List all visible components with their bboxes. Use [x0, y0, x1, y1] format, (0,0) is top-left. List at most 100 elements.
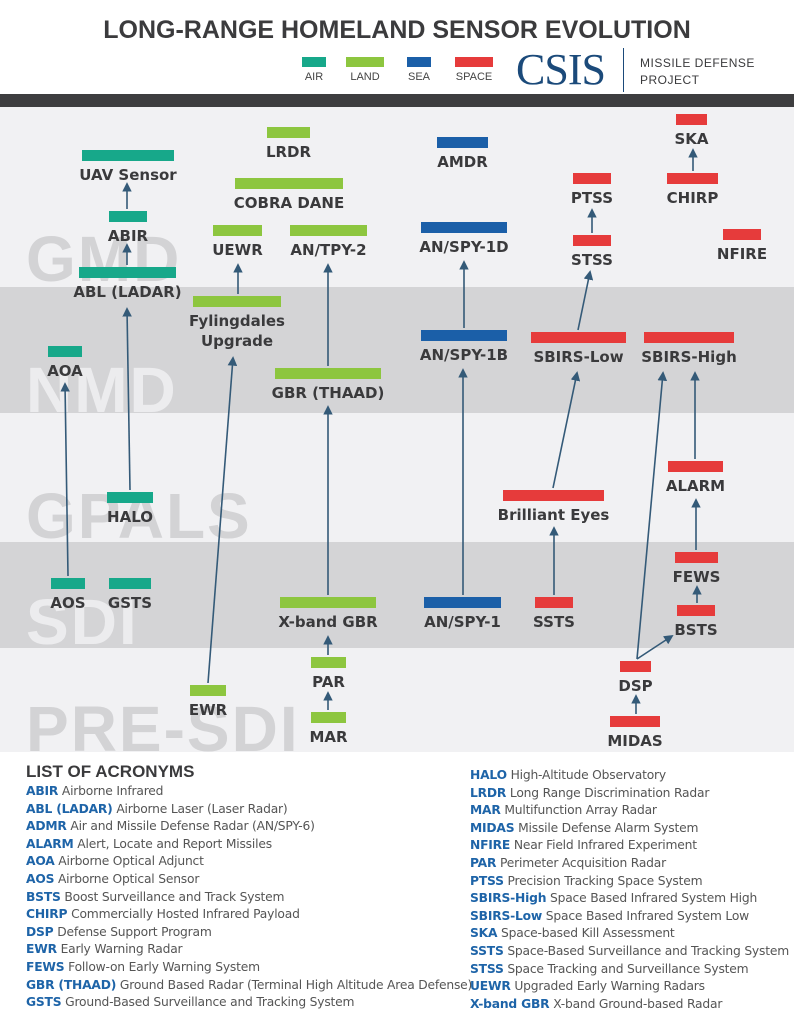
- space-sensor-bar: [535, 597, 573, 608]
- acronym-row-uewr: UEWR Upgraded Early Warning Radars: [470, 978, 789, 996]
- acronym-definition: Ground-Based Surveillance and Tracking S…: [65, 995, 355, 1010]
- sensor-label: AN/SPY-1: [424, 613, 501, 631]
- space-sensor-bar: [531, 332, 626, 343]
- air-sensor-bar: [48, 346, 82, 357]
- sensor-label: PTSS: [570, 189, 614, 207]
- land-sensor-bar: [311, 712, 346, 723]
- sensor-label: AN/TPY-2: [290, 241, 367, 259]
- sensor-label: EWR: [188, 701, 228, 719]
- acronym-row-par: PAR Perimeter Acquisition Radar: [470, 855, 789, 873]
- sensor-node-mar: MAR: [264, 712, 394, 747]
- sensor-label: FEWS: [672, 568, 721, 586]
- era-label: GMD: [26, 223, 182, 295]
- land-sensor-bar: [190, 685, 226, 696]
- acronym-definition: Airborne Optical Sensor: [57, 871, 200, 886]
- acronym-key: FEWS: [26, 959, 65, 974]
- land-sensor-bar: [311, 657, 346, 668]
- acronym-definition: Follow-on Early Warning System: [68, 959, 260, 974]
- acronym-row-halo: HALO High-Altitude Observatory: [470, 767, 789, 785]
- sensor-label: Brilliant Eyes: [497, 506, 610, 524]
- air-sensor-bar: [51, 578, 85, 589]
- air-sensor-bar: [79, 267, 176, 278]
- sensor-label: AOS: [50, 594, 86, 612]
- sensor-label: SBIRS-Low: [533, 348, 624, 366]
- sensor-label: AMDR: [437, 153, 488, 171]
- sensor-label: SKA: [674, 130, 709, 148]
- sensor-node-sbirs-low: SBIRS-Low: [514, 332, 644, 367]
- acronym-row-ewr: EWR Early Warning Radar: [26, 941, 472, 959]
- acronym-key: ABIR: [26, 784, 59, 798]
- csis-logo: CSIS: [516, 45, 606, 94]
- acronym-definition: Long Range Discrimination Radar: [509, 785, 710, 800]
- air-sensor-bar: [109, 211, 147, 222]
- acronym-key: BSTS: [26, 889, 61, 904]
- land-sensor-bar: [280, 597, 376, 608]
- acronym-definition: Space Based Infrared System High: [550, 891, 758, 906]
- sea-sensor-bar: [437, 137, 488, 148]
- acronym-row-x-band-gbr: X-band GBR X-band Ground-based Radar: [470, 996, 789, 1014]
- acronym-key: UEWR: [470, 979, 511, 994]
- era-label: SDI: [26, 586, 139, 658]
- legend-swatch: [302, 57, 326, 67]
- sensor-label: X-band GBR: [278, 613, 378, 631]
- sensor-node-ska: SKA: [627, 114, 757, 149]
- sensor-label: SBIRS-High: [641, 348, 737, 366]
- acronym-definition: Perimeter Acquisition Radar: [500, 855, 666, 870]
- space-sensor-bar: [610, 716, 660, 727]
- page-title: LONG-RANGE HOMELAND SENSOR EVOLUTION: [103, 16, 691, 44]
- sensor-label: GSTS: [107, 594, 153, 612]
- acronym-key: ABL (LADAR): [26, 801, 113, 816]
- sensor-node-x-band-gbr: X-band GBR: [263, 597, 393, 632]
- acronym-key: EWR: [26, 942, 57, 957]
- sensor-node-ssts: SSTS: [489, 597, 619, 632]
- acronym-key: AOS: [26, 871, 55, 886]
- sensor-node-cobra-dane: COBRA DANE: [224, 178, 354, 213]
- sensor-node-ptss: PTSS: [527, 173, 657, 208]
- sensor-node-par: PAR: [264, 657, 394, 692]
- acronym-row-admr: ADMR Air and Missile Defense Radar (AN/S…: [26, 818, 472, 836]
- acronym-row-gsts: GSTS Ground-Based Surveillance and Track…: [26, 994, 472, 1012]
- acronym-row-alarm: ALARM Alert, Locate and Report Missiles: [26, 836, 472, 854]
- sensor-node-halo: HALO: [65, 492, 195, 527]
- acronym-definition: Early Warning Radar: [60, 942, 183, 957]
- acronym-definition: Space Tracking and Surveillance System: [507, 961, 749, 976]
- acronym-row-ssts: SSTS Space-Based Surveillance and Tracki…: [470, 943, 789, 961]
- space-sensor-bar: [644, 332, 734, 343]
- acronym-definition: Precision Tracking Space System: [507, 873, 703, 888]
- sensor-label: AOA: [47, 362, 83, 380]
- acronym-list-right: HALO High-Altitude Observatory LRDR Long …: [470, 767, 789, 1013]
- project-name: MISSILE DEFENSE PROJECT: [640, 55, 755, 89]
- sensor-node-amdr: AMDR: [398, 137, 528, 172]
- acronym-key: CHIRP: [26, 907, 68, 922]
- sensor-label: BSTS: [674, 621, 718, 639]
- land-sensor-bar: [193, 296, 281, 307]
- acronym-key: GBR (THAAD): [26, 977, 117, 992]
- acronym-key: GSTS: [26, 995, 62, 1010]
- acronym-row-mar: MAR Multifunction Array Radar: [470, 802, 789, 820]
- legend-swatch: [346, 57, 384, 67]
- legend-label: SEA: [407, 71, 430, 83]
- acronym-key: SSTS: [470, 943, 504, 958]
- legend-swatch: [407, 57, 431, 67]
- space-sensor-bar: [667, 173, 718, 184]
- acronym-key: AOA: [26, 854, 55, 869]
- sensor-node-brilliant-eyes: Brilliant Eyes: [489, 490, 619, 525]
- space-sensor-bar: [675, 552, 718, 563]
- air-sensor-bar: [109, 578, 151, 589]
- acronym-key: SBIRS-High: [470, 891, 547, 906]
- legend-swatch: [455, 57, 493, 67]
- sensor-node-an-tpy-2: AN/TPY-2: [264, 225, 394, 260]
- air-sensor-bar: [107, 492, 153, 503]
- legend-item-air: AIR: [296, 57, 332, 83]
- sensor-node-uewr: UEWR: [173, 225, 303, 260]
- sensor-label: NFIRE: [716, 245, 768, 263]
- acronym-definition: X-band Ground-based Radar: [553, 996, 723, 1011]
- acronym-list-left: LIST OF ACRONYMS ABIR Airborne Infrared A…: [26, 762, 472, 1012]
- sensor-node-alarm: ALARM: [631, 461, 761, 496]
- space-sensor-bar: [503, 490, 604, 501]
- acronym-definition: Ground Based Radar (Terminal High Altitu…: [119, 977, 473, 992]
- acronym-definition: Boost Surveillance and Track System: [64, 889, 285, 904]
- acronyms-heading: LIST OF ACRONYMS: [26, 762, 195, 781]
- acronym-definition: Space Based Infrared System Low: [545, 908, 750, 923]
- acronym-definition: Missile Defense Alarm System: [518, 820, 699, 835]
